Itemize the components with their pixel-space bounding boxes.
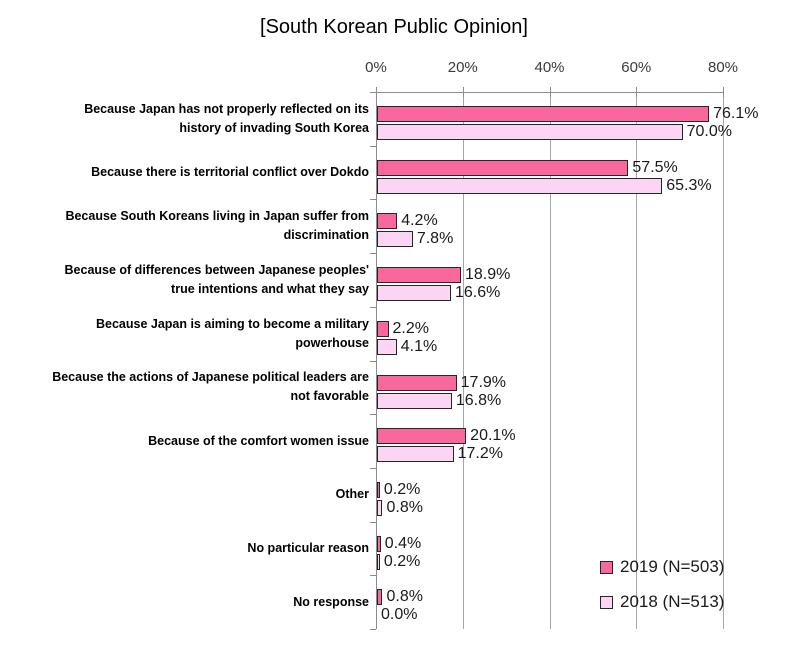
value-label-2018: 65.3% bbox=[666, 176, 712, 194]
value-label-2019: 0.4% bbox=[384, 534, 422, 552]
bar-2018 bbox=[377, 177, 663, 194]
x-tick-label: 0% bbox=[365, 59, 387, 76]
category-label: Because South Koreans living in Japan su… bbox=[65, 209, 369, 243]
value-label-2018: 0.0% bbox=[381, 606, 418, 624]
y-axis-line bbox=[376, 92, 377, 629]
value-label-2019: 17.9% bbox=[460, 373, 507, 391]
bar-2018 bbox=[377, 392, 452, 409]
bar-2018 bbox=[377, 446, 454, 463]
y-axis-tick bbox=[370, 414, 376, 416]
legend-label-2018: 2018 (N=513) bbox=[620, 592, 725, 611]
category-label: Because the actions of Japanese politica… bbox=[52, 370, 369, 404]
value-label-2018: 70.0% bbox=[686, 123, 732, 140]
legend-swatch-2018-icon bbox=[600, 595, 613, 609]
value-label-2018: 16.8% bbox=[455, 391, 502, 409]
category-label: Other bbox=[335, 487, 369, 502]
y-axis-tick bbox=[370, 306, 376, 308]
x-axis-line bbox=[376, 92, 724, 93]
value-label-2018: 7.8% bbox=[416, 230, 454, 248]
y-axis-tick bbox=[370, 360, 376, 362]
x-tick-label: 80% bbox=[707, 59, 739, 76]
x-tick-label: 40% bbox=[534, 59, 565, 76]
legend-item-2018: 2018 (N=513) bbox=[600, 592, 725, 611]
bar-2018 bbox=[377, 553, 380, 570]
bar-2019 bbox=[377, 481, 380, 498]
value-label-2019: 4.2% bbox=[401, 212, 438, 230]
y-axis-tick bbox=[370, 145, 376, 147]
gridline bbox=[723, 92, 724, 629]
y-axis-tick bbox=[370, 199, 376, 201]
value-label-2019: 76.1% bbox=[713, 105, 759, 122]
legend-item-2019: 2019 (N=503) bbox=[600, 557, 725, 576]
value-label-2019: 18.9% bbox=[464, 266, 511, 284]
category-label: Because of differences between Japanese … bbox=[64, 262, 369, 296]
bar-2019 bbox=[377, 428, 467, 445]
bar-2019 bbox=[377, 213, 398, 230]
y-axis-tick bbox=[370, 253, 376, 255]
bar-2019 bbox=[377, 589, 383, 606]
gridline bbox=[462, 92, 464, 629]
y-axis-tick bbox=[370, 521, 376, 523]
category-label: No response bbox=[293, 594, 369, 609]
category-label: No particular reason bbox=[247, 540, 369, 555]
legend-label-2019: 2019 (N=503) bbox=[620, 557, 725, 576]
value-label-2018: 16.6% bbox=[455, 284, 501, 302]
bar-2019 bbox=[377, 320, 389, 337]
bar-2018 bbox=[377, 124, 683, 140]
x-tick-label: 20% bbox=[447, 59, 478, 76]
bar-2019 bbox=[377, 374, 457, 391]
gridline bbox=[549, 92, 551, 629]
bar-2019 bbox=[377, 267, 461, 284]
value-label-2019: 0.8% bbox=[386, 588, 423, 606]
bar-2018 bbox=[377, 499, 383, 516]
y-axis-tick bbox=[370, 629, 376, 630]
category-label: Because Japan has not properly reflected… bbox=[84, 101, 369, 135]
bar-2019 bbox=[377, 106, 710, 122]
value-label-2019: 2.2% bbox=[392, 319, 429, 337]
value-label-2018: 17.2% bbox=[457, 445, 503, 463]
value-label-2019: 20.1% bbox=[470, 427, 516, 445]
value-label-2019: 57.5% bbox=[632, 158, 678, 176]
category-label: Because Japan is aiming to become a mili… bbox=[95, 316, 369, 350]
value-label-2018: 0.2% bbox=[383, 552, 421, 570]
bar-2018 bbox=[377, 338, 397, 355]
y-axis-tick bbox=[370, 575, 376, 577]
value-label-2018: 4.1% bbox=[400, 337, 438, 355]
bar-2019 bbox=[377, 535, 381, 552]
y-axis-tick bbox=[370, 92, 376, 93]
bar-2018 bbox=[377, 285, 451, 302]
x-tick-label: 60% bbox=[621, 59, 652, 76]
y-axis-tick bbox=[370, 467, 376, 469]
gridline bbox=[636, 92, 638, 629]
category-label: Because of the comfort women issue bbox=[148, 433, 369, 448]
value-label-2018: 0.8% bbox=[386, 498, 423, 516]
legend-swatch-2019-icon bbox=[600, 560, 613, 574]
chart-title: [South Korean Public Opinion] bbox=[260, 16, 528, 38]
bar-2018 bbox=[377, 231, 413, 248]
value-label-2019: 0.2% bbox=[383, 480, 421, 498]
bar-2019 bbox=[377, 159, 629, 176]
category-label: Because there is territorial conflict ov… bbox=[91, 165, 369, 180]
